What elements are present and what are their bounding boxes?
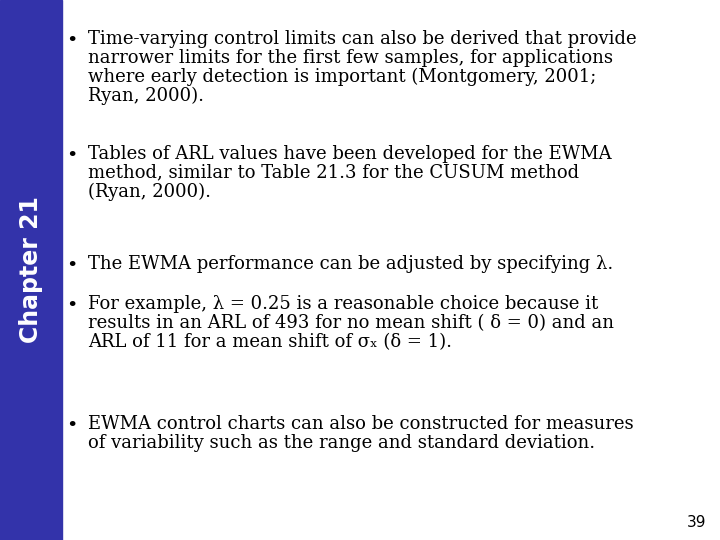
Text: •: • — [66, 147, 78, 165]
Text: ARL of 11 for a mean shift of σₓ (δ = 1).: ARL of 11 for a mean shift of σₓ (δ = 1)… — [88, 333, 452, 350]
Text: Ryan, 2000).: Ryan, 2000). — [88, 86, 204, 105]
Text: Chapter 21: Chapter 21 — [19, 197, 43, 343]
Text: •: • — [66, 32, 78, 50]
Text: Tables of ARL values have been developed for the EWMA: Tables of ARL values have been developed… — [88, 145, 611, 163]
Text: For example, λ = 0.25 is a reasonable choice because it: For example, λ = 0.25 is a reasonable ch… — [88, 295, 598, 313]
Text: method, similar to Table 21.3 for the CUSUM method: method, similar to Table 21.3 for the CU… — [88, 164, 579, 182]
Text: results in an ARL of 493 for no mean shift ( δ = 0) and an: results in an ARL of 493 for no mean shi… — [88, 314, 614, 332]
Text: of variability such as the range and standard deviation.: of variability such as the range and sta… — [88, 434, 595, 452]
Text: narrower limits for the first few samples, for applications: narrower limits for the first few sample… — [88, 49, 613, 67]
Text: Time-varying control limits can also be derived that provide: Time-varying control limits can also be … — [88, 30, 636, 48]
Text: The EWMA performance can be adjusted by specifying λ.: The EWMA performance can be adjusted by … — [88, 255, 613, 273]
Text: •: • — [66, 297, 78, 315]
Text: 39: 39 — [686, 515, 706, 530]
Text: where early detection is important (Montgomery, 2001;: where early detection is important (Mont… — [88, 68, 596, 86]
Bar — [0, 0, 62, 540]
Text: (Ryan, 2000).: (Ryan, 2000). — [88, 183, 211, 201]
Text: EWMA control charts can also be constructed for measures: EWMA control charts can also be construc… — [88, 415, 634, 433]
Text: •: • — [66, 417, 78, 435]
Text: •: • — [66, 257, 78, 275]
